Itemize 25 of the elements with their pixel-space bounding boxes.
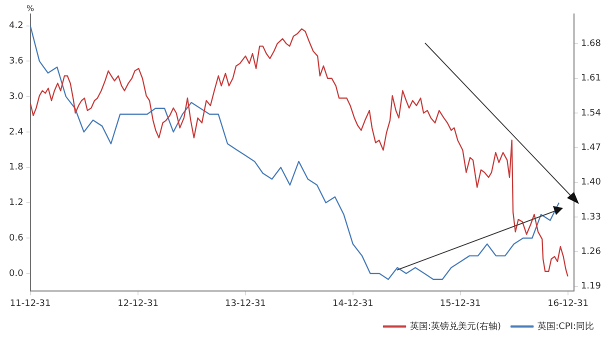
x-tick-label: 14-12-31	[332, 298, 374, 309]
y2-tick-label: 1.68	[580, 39, 602, 50]
y2-tick-label: 1.54	[580, 108, 602, 118]
y2-tick-label: 1.40	[580, 178, 602, 188]
y-tick-label: 3.6	[8, 56, 24, 67]
x-tick-label: 12-12-31	[118, 298, 158, 309]
x-tick-label: 13-12-31	[225, 298, 266, 309]
legend-label: 英国:CPI:同比	[538, 320, 594, 332]
y-tick-label: 0.0	[8, 268, 24, 279]
y-tick-label: 1.8	[8, 162, 24, 173]
y-axis-title: %	[26, 4, 35, 14]
y-tick-label: 0.6	[8, 233, 24, 244]
y2-tick-label: 1.26	[580, 246, 602, 257]
y-tick-label: 2.4	[8, 127, 24, 138]
x-tick-label: 11-12-31	[10, 298, 51, 309]
y2-tick-label: 1.19	[580, 282, 602, 292]
y2-tick-label: 1.33	[580, 212, 602, 222]
x-tick-label: 15-12-31	[440, 298, 481, 309]
y-tick-label: 4.2	[8, 21, 24, 32]
y2-tick-label: 1.61	[580, 74, 602, 84]
x-tick-label: 16-12-31	[548, 298, 589, 309]
y-tick-label: 3.0	[8, 92, 24, 102]
legend-label: 英国:英镑兑美元(右轴)	[410, 320, 502, 332]
y-tick-label: 1.2	[8, 198, 24, 208]
y2-tick-label: 1.47	[580, 142, 602, 153]
